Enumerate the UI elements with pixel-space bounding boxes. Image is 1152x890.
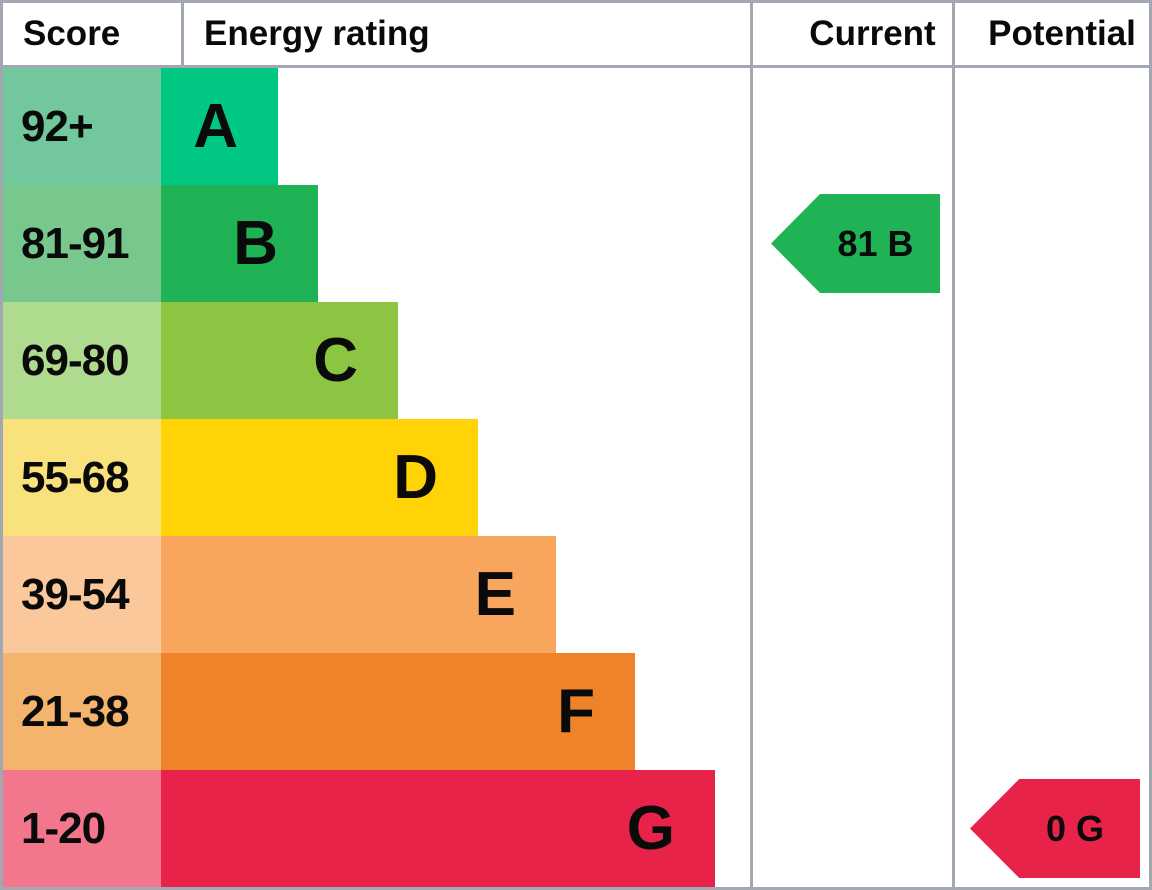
header-potential: Potential (988, 14, 1136, 53)
rating-bar-G: G (161, 770, 715, 887)
potential-rating-label: 0 G (1045, 807, 1105, 849)
current-rating-arrow: 81 B (771, 194, 940, 293)
potential-rating-arrow: 0 G (970, 779, 1140, 878)
rating-bar-C: C (161, 302, 398, 419)
rating-bar-A: A (161, 68, 278, 185)
rating-bar-F: F (161, 653, 635, 770)
score-range-E: 39-54 (3, 536, 161, 653)
chart-header: Score Energy rating Current Potential (3, 3, 1149, 68)
header-energy-rating: Energy rating (204, 14, 430, 53)
score-range-G: 1-20 (3, 770, 161, 887)
score-range-C: 69-80 (3, 302, 161, 419)
band-row-F: 21-38 F (3, 653, 750, 770)
band-row-E: 39-54 E (3, 536, 750, 653)
band-row-G: 1-20 G (3, 770, 750, 887)
score-range-D: 55-68 (3, 419, 161, 536)
band-row-A: 92+ A (3, 68, 750, 185)
band-row-C: 69-80 C (3, 302, 750, 419)
score-range-F: 21-38 (3, 653, 161, 770)
rating-bar-D: D (161, 419, 478, 536)
divider-current-column (750, 3, 753, 887)
rating-bar-E: E (161, 536, 556, 653)
header-score: Score (3, 3, 184, 65)
band-row-B: 81-91 B (3, 185, 750, 302)
rating-band-rows: 92+ A 81-91 B 69-80 C 55-68 D 39-54 E 21-38 F 1-20 G (3, 68, 750, 887)
rating-bar-B: B (161, 185, 318, 302)
score-range-B: 81-91 (3, 185, 161, 302)
divider-potential-column (952, 3, 955, 887)
score-range-A: 92+ (3, 68, 161, 185)
current-rating-label: 81 B (837, 222, 914, 264)
header-current: Current (809, 14, 936, 53)
band-row-D: 55-68 D (3, 419, 750, 536)
